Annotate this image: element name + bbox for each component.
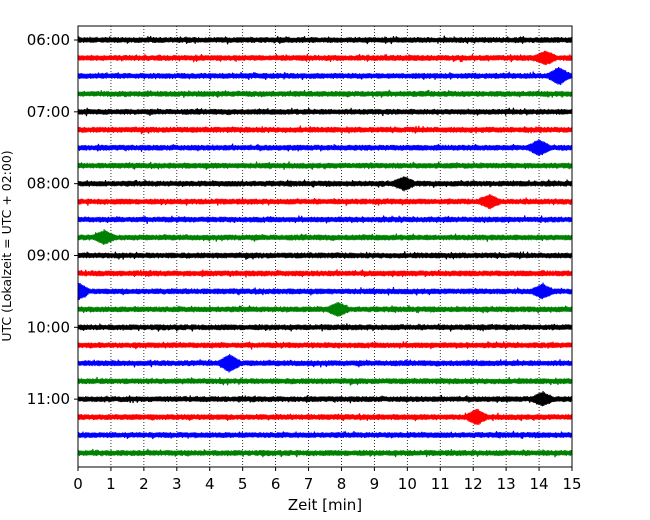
x-tick-label: 10 [398,475,417,493]
x-tick-label: 7 [304,475,314,493]
x-tick-label: 8 [337,475,347,493]
y-axis-label: UTC (Lokalzeit = UTC + 02:00) [0,150,14,341]
x-tick-label: 9 [370,475,380,493]
y-tick-label: 07:00 [27,103,70,121]
x-tick-label: 0 [73,475,83,493]
y-tick-label: 06:00 [27,31,70,49]
x-tick-label: 11 [431,475,450,493]
y-tick-label: 09:00 [27,246,70,264]
x-tick-label: 5 [238,475,248,493]
x-tick-label: 12 [464,475,483,493]
x-tick-label: 2 [139,475,149,493]
x-axis-ticks: 0 1 2 3 4 5 6 7 8 9 10 11 12 13 14 15 [73,467,582,493]
x-axis-label: Zeit [min] [288,496,362,514]
y-axis-ticks: 06:00 07:00 08:00 09:00 10:00 11:00 [27,31,78,408]
x-tick-label: 4 [205,475,215,493]
y-tick-label: 08:00 [27,175,70,193]
y-tick-label: 11:00 [27,390,70,408]
x-tick-label: 15 [562,475,581,493]
x-tick-label: 14 [530,475,549,493]
plot-frame [77,25,573,468]
trace-group [77,35,573,458]
x-tick-label: 1 [106,475,116,493]
x-tick-label: 3 [172,475,182,493]
y-tick-label: 10:00 [27,318,70,336]
x-tick-label: 6 [271,475,281,493]
x-tick-label: 13 [497,475,516,493]
plot-area [78,26,572,467]
